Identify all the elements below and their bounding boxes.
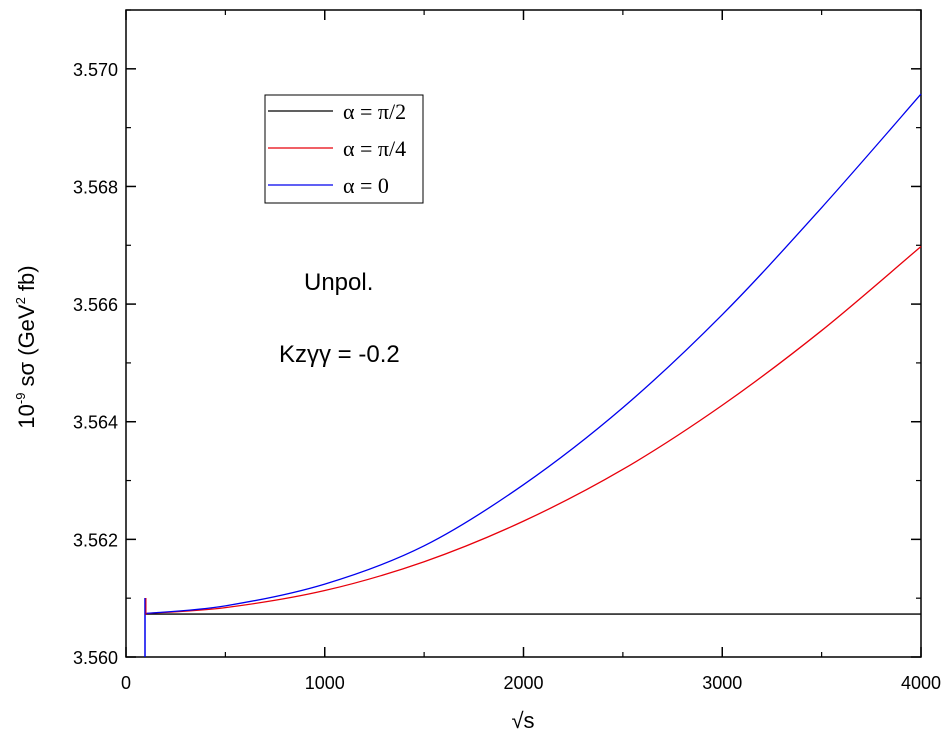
- x-tick-label: 0: [121, 673, 131, 693]
- x-tick-label: 1000: [305, 673, 345, 693]
- y-tick-label: 3.566: [73, 295, 118, 315]
- plot-border: [125, 9, 922, 658]
- x-tick-label: 3000: [702, 673, 742, 693]
- series-line-2: [145, 93, 922, 615]
- series-line-1: [145, 245, 922, 615]
- low-energy-spike: [144, 598, 147, 657]
- x-tick-label: 4000: [901, 673, 941, 693]
- y-axis-title-base: 10: [14, 404, 39, 428]
- annotation-unpol: Unpol.: [304, 269, 373, 296]
- y-tick-label: 3.560: [73, 648, 118, 668]
- annotation-kzgg: Kzγγ = -0.2: [279, 341, 400, 368]
- y-axis-title-exp: -9: [13, 393, 28, 405]
- legend-label-alpha-pi-4: α = π/4: [343, 136, 406, 161]
- y-tick-label: 3.570: [73, 60, 118, 80]
- axis-ticks: 0 1000 2000 3000 4000 3.560 3.562 3.564 3.566 3.5…: [73, 9, 941, 693]
- x-axis-title: √s: [511, 708, 534, 733]
- legend: α = π/2 α = π/4 α = 0: [264, 94, 424, 204]
- y-axis-title-exp2: 2: [13, 297, 28, 304]
- y-axis-title-end: fb): [14, 265, 39, 297]
- series-lines: [145, 93, 922, 615]
- y-tick-label: 3.562: [73, 530, 118, 550]
- y-tick-label: 3.564: [73, 413, 118, 433]
- legend-label-alpha-pi-2: α = π/2: [343, 99, 406, 124]
- y-axis-title-mid: sσ (GeV: [14, 304, 39, 392]
- x-tick-label: 2000: [503, 673, 543, 693]
- y-axis-title: 10-9 sσ (GeV2 fb): [13, 265, 39, 428]
- y-tick-label: 3.568: [73, 177, 118, 197]
- plot-frame: [125, 9, 922, 658]
- legend-label-alpha-0: α = 0: [343, 173, 389, 198]
